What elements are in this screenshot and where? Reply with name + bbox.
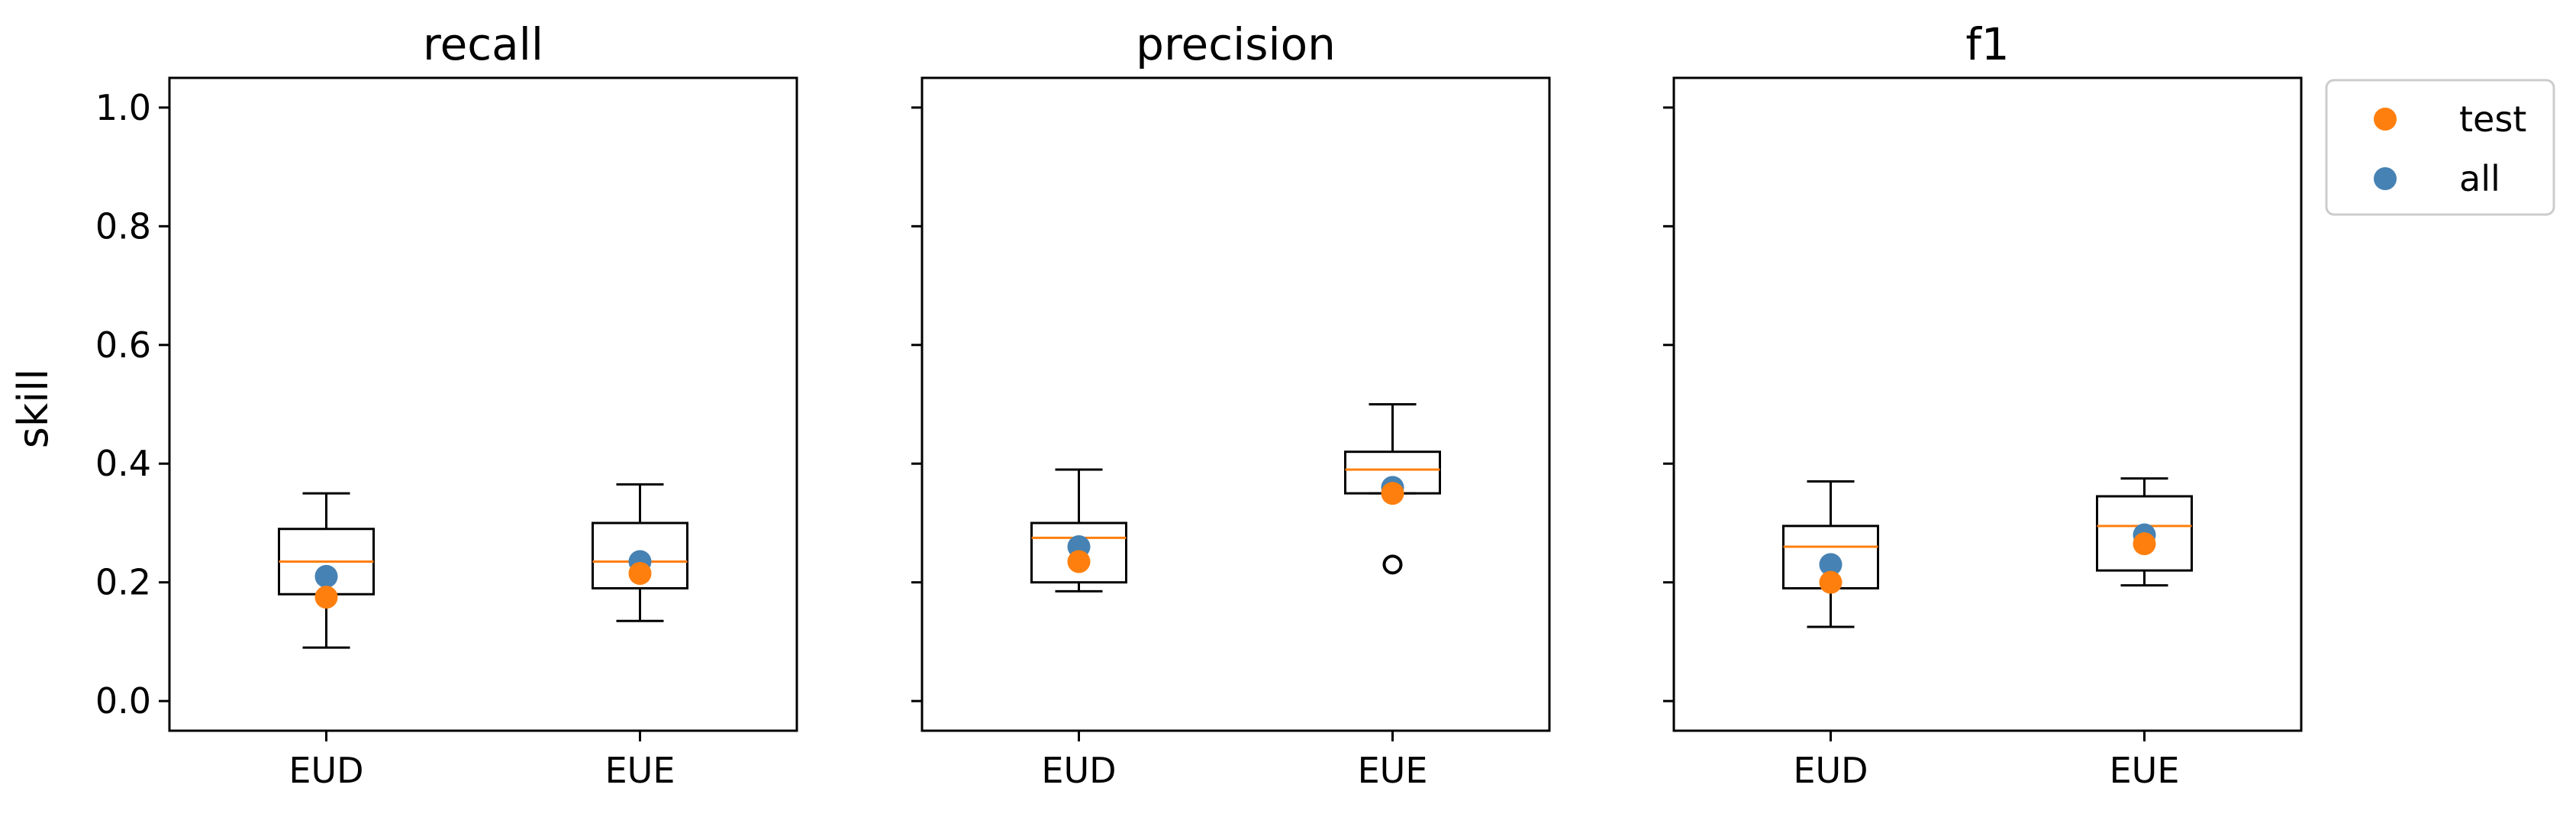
panel-recall: 0.0 0.2 0.4 0.6 0.8 1.0 EUD EUE recall [95, 18, 798, 791]
outlier [1382, 554, 1403, 575]
x-tick-label: EUE [1358, 750, 1428, 791]
x-tick-label: EUE [2110, 750, 2180, 791]
x-tick-label: EUD [1041, 750, 1116, 791]
legend-marker-all [2374, 167, 2397, 190]
point-test [1819, 570, 1843, 594]
x-tick-label: EUE [605, 750, 675, 791]
point-test [628, 562, 652, 586]
panel-title: recall [423, 18, 543, 70]
box-iqr [592, 522, 688, 589]
box-iqr [1030, 522, 1127, 584]
y-tick-label: 0.8 [95, 205, 151, 247]
y-tick-label: 1.0 [95, 87, 151, 128]
legend: test all [2325, 79, 2555, 216]
box-iqr [2096, 495, 2193, 572]
axes-frame [168, 76, 798, 732]
panel-title: precision [1136, 18, 1336, 70]
point-test [1067, 550, 1091, 573]
panel-title: f1 [1965, 18, 2009, 70]
point-all [1819, 553, 1843, 576]
y-tick-label: 0.2 [95, 562, 151, 603]
y-tick-label: 0.0 [95, 680, 151, 722]
x-tick-label: EUD [289, 750, 363, 791]
axes-frame [1672, 76, 2303, 732]
box-EUD [1030, 468, 1127, 593]
legend-label-all: all [2459, 158, 2500, 199]
point-all [314, 564, 338, 588]
y-axis-label: skill [9, 369, 57, 448]
legend-marker-test [2374, 108, 2397, 131]
x-tick-label: EUD [1793, 750, 1868, 791]
point-test [314, 586, 338, 609]
legend-label-test: test [2459, 98, 2526, 140]
panel-f1: EUD EUE f1 [1663, 18, 2303, 791]
panel-precision: EUD EUE precision [911, 18, 1551, 791]
y-tick-label: 0.4 [95, 443, 151, 484]
point-test [1381, 482, 1404, 505]
panels: 0.0 0.2 0.4 0.6 0.8 1.0 EUD EUE recall EUD EUE prec… [95, 18, 2303, 791]
y-tick-label: 0.6 [95, 325, 151, 366]
point-test [2133, 532, 2156, 556]
axes-frame [920, 76, 1551, 732]
